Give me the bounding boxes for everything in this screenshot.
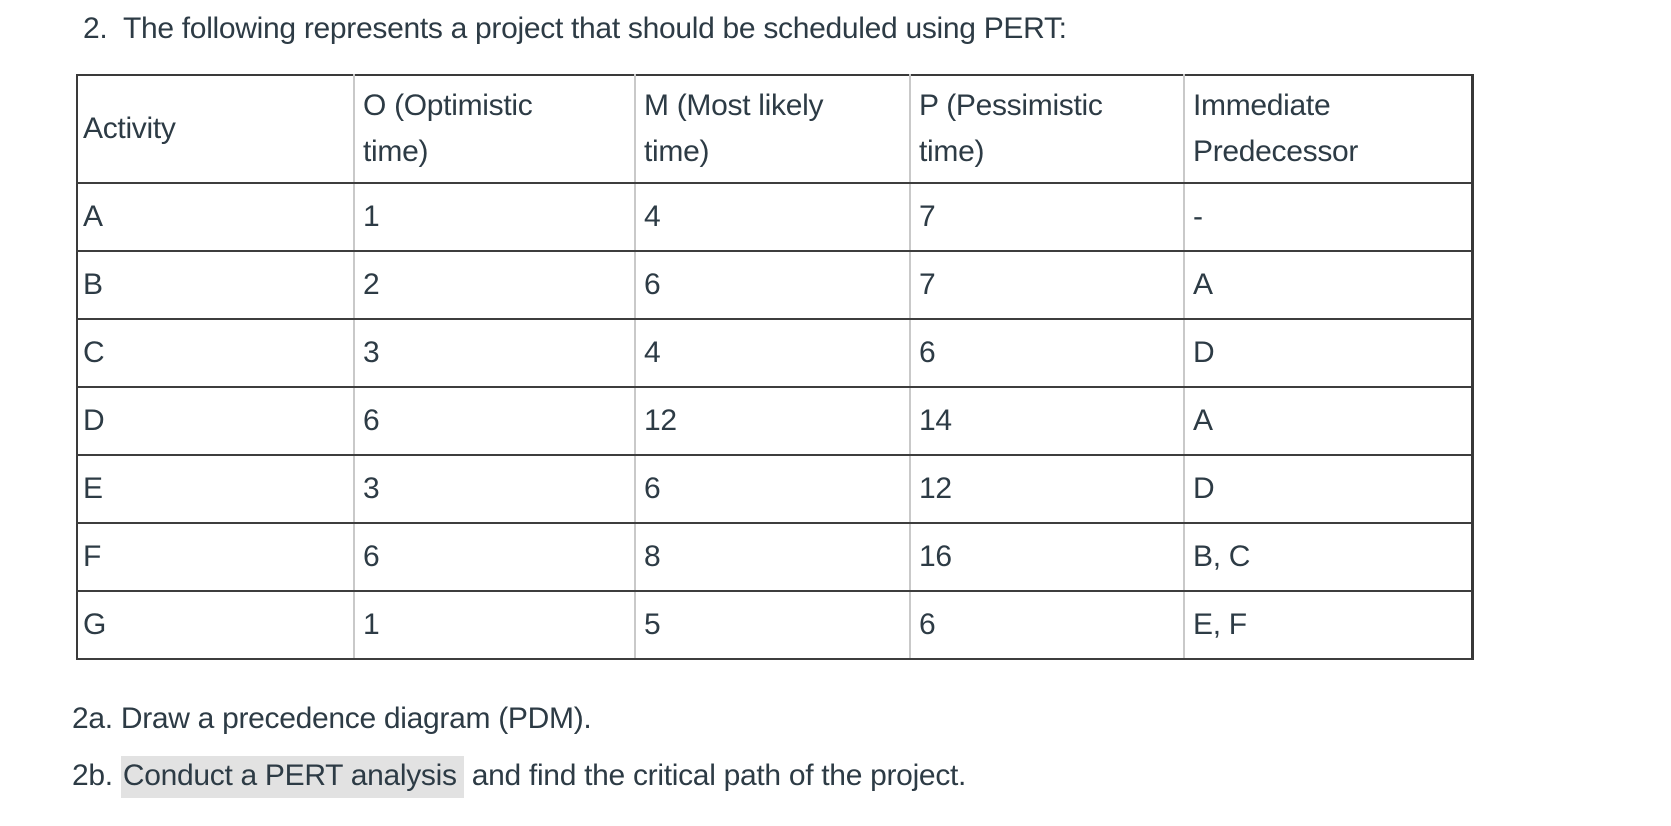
table-row: B 2 6 7 A (77, 251, 1474, 320)
cell-pessimistic: 6 (910, 319, 1185, 388)
column-header-label: Activity (83, 112, 176, 145)
cell-predecessor: E, F (1184, 591, 1474, 660)
cell-most-likely: 6 (635, 455, 911, 524)
cell-activity: E (77, 455, 355, 524)
cell-activity: A (77, 183, 355, 252)
column-header-label: Immediate Predecessor (1193, 89, 1359, 168)
cell-predecessor: B, C (1184, 523, 1474, 592)
question-2b-suffix: and find the critical path of the projec… (463, 759, 967, 792)
cell-predecessor: A (1184, 251, 1474, 320)
cell-pessimistic: 16 (910, 523, 1185, 592)
question-2b: 2b. Conduct a PERT analysis and find the… (72, 753, 1671, 799)
cell-predecessor: - (1184, 183, 1474, 252)
column-header-most-likely: M (Most likely time) (635, 75, 911, 184)
cell-predecessor: D (1184, 455, 1474, 524)
cell-optimistic: 1 (354, 591, 636, 660)
cell-optimistic: 1 (354, 183, 636, 252)
cell-activity: F (77, 523, 355, 592)
cell-pessimistic: 14 (910, 387, 1185, 456)
cell-pessimistic: 7 (910, 183, 1185, 252)
cell-pessimistic: 6 (910, 591, 1185, 660)
column-header-pessimistic: P (Pessimistic time) (910, 75, 1185, 184)
question-page: 2. The following represents a project th… (72, 12, 1671, 799)
cell-activity: C (77, 319, 355, 388)
cell-most-likely: 4 (635, 319, 911, 388)
pert-table: Activity O (Optimistic time) M (Most lik… (76, 74, 1474, 660)
column-header-label: M (Most likely time) (644, 89, 824, 168)
cell-optimistic: 2 (354, 251, 636, 320)
cell-optimistic: 3 (354, 455, 636, 524)
question-2b-prefix: 2b. (72, 759, 121, 792)
cell-most-likely: 4 (635, 183, 911, 252)
cell-predecessor: A (1184, 387, 1474, 456)
cell-optimistic: 6 (354, 387, 636, 456)
cell-activity: D (77, 387, 355, 456)
cell-most-likely: 5 (635, 591, 911, 660)
highlighted-text: Conduct a PERT analysis (120, 756, 464, 798)
cell-activity: G (77, 591, 355, 660)
table-row: G 1 5 6 E, F (77, 591, 1474, 660)
question-2-title: 2. The following represents a project th… (83, 12, 1067, 45)
table-row: F 6 8 16 B, C (77, 523, 1474, 592)
cell-pessimistic: 12 (910, 455, 1185, 524)
table-row: A 1 4 7 - (77, 183, 1474, 252)
cell-predecessor: D (1184, 319, 1474, 388)
header-row: Activity O (Optimistic time) M (Most lik… (77, 75, 1474, 184)
column-header-activity: Activity (77, 75, 355, 184)
column-header-label: P (Pessimistic time) (919, 89, 1103, 168)
cell-most-likely: 8 (635, 523, 911, 592)
cell-most-likely: 12 (635, 387, 911, 456)
table-row: E 3 6 12 D (77, 455, 1474, 524)
cell-optimistic: 3 (354, 319, 636, 388)
table-row: C 3 4 6 D (77, 319, 1474, 388)
cell-most-likely: 6 (635, 251, 911, 320)
cell-activity: B (77, 251, 355, 320)
table-row: D 6 12 14 A (77, 387, 1474, 456)
column-header-label: O (Optimistic time) (363, 89, 533, 168)
cell-optimistic: 6 (354, 523, 636, 592)
cell-pessimistic: 7 (910, 251, 1185, 320)
column-header-predecessor: Immediate Predecessor (1184, 75, 1474, 184)
column-header-optimistic: O (Optimistic time) (354, 75, 636, 184)
question-2a: 2a. Draw a precedence diagram (PDM). (72, 702, 592, 735)
